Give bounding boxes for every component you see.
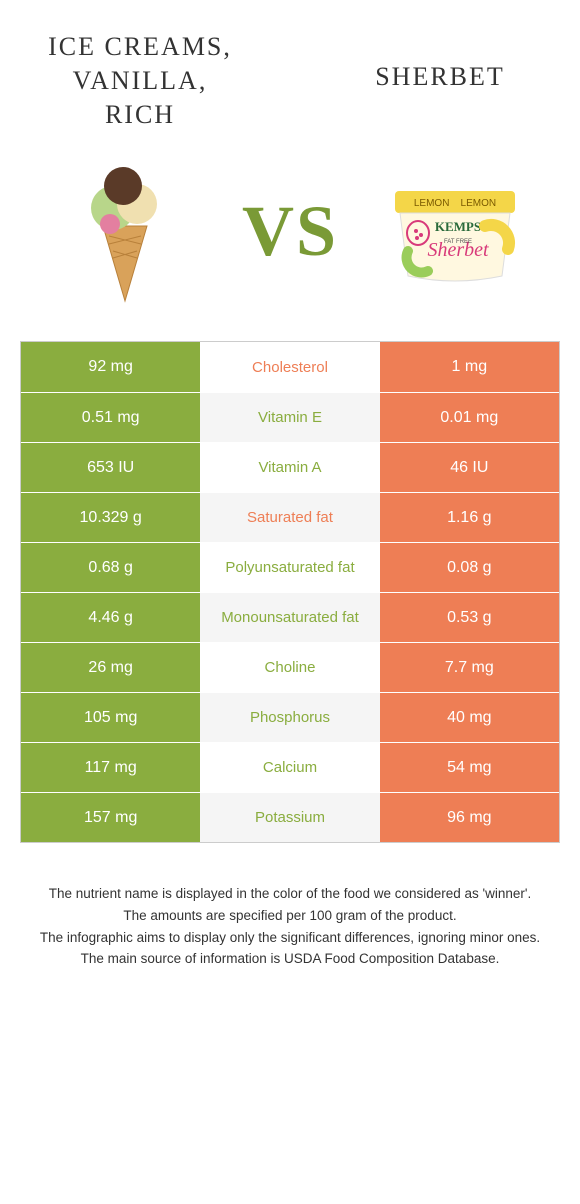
right-value: 1.16 g	[380, 493, 559, 542]
table-row: 105 mgPhosphorus40 mg	[21, 692, 559, 742]
right-value: 96 mg	[380, 793, 559, 842]
nutrient-name: Polyunsaturated fat	[200, 543, 379, 592]
right-value: 46 IU	[380, 443, 559, 492]
nutrient-name: Vitamin E	[200, 393, 379, 442]
title-left: Ice creams, vanilla, rich	[40, 30, 240, 131]
nutrient-name: Vitamin A	[200, 443, 379, 492]
right-value: 0.53 g	[380, 593, 559, 642]
nutrient-name: Choline	[200, 643, 379, 692]
nutrient-name: Monounsaturated fat	[200, 593, 379, 642]
left-value: 117 mg	[21, 743, 200, 792]
nutrient-name: Potassium	[200, 793, 379, 842]
left-value: 10.329 g	[21, 493, 200, 542]
footer-line: The nutrient name is displayed in the co…	[20, 883, 560, 905]
table-row: 0.68 gPolyunsaturated fat0.08 g	[21, 542, 559, 592]
right-value: 1 mg	[380, 342, 559, 392]
left-value: 0.51 mg	[21, 393, 200, 442]
left-value: 105 mg	[21, 693, 200, 742]
table-row: 117 mgCalcium54 mg	[21, 742, 559, 792]
table-row: 653 IUVitamin A46 IU	[21, 442, 559, 492]
nutrient-name: Calcium	[200, 743, 379, 792]
header: Ice creams, vanilla, rich Sherbet	[0, 0, 580, 141]
right-value: 54 mg	[380, 743, 559, 792]
left-value: 26 mg	[21, 643, 200, 692]
svg-text:KEMPS: KEMPS	[435, 219, 481, 234]
table-row: 10.329 gSaturated fat1.16 g	[21, 492, 559, 542]
table-row: 4.46 gMonounsaturated fat0.53 g	[21, 592, 559, 642]
table-row: 26 mgCholine7.7 mg	[21, 642, 559, 692]
left-value: 653 IU	[21, 443, 200, 492]
title-right: Sherbet	[340, 30, 540, 94]
image-row: VS LEMON LEMON KEMPS Sherbet FAT FREE	[0, 141, 580, 341]
right-value: 40 mg	[380, 693, 559, 742]
left-value: 157 mg	[21, 793, 200, 842]
footer-line: The main source of information is USDA F…	[20, 948, 560, 970]
svg-text:LEMON LEMON: LEMON LEMON	[414, 198, 496, 209]
left-value: 92 mg	[21, 342, 200, 392]
right-value: 0.08 g	[380, 543, 559, 592]
right-value: 7.7 mg	[380, 643, 559, 692]
nutrient-name: Saturated fat	[200, 493, 379, 542]
footer-line: The amounts are specified per 100 gram o…	[20, 905, 560, 927]
left-value: 0.68 g	[21, 543, 200, 592]
svg-text:FAT FREE: FAT FREE	[444, 239, 472, 245]
footer-line: The infographic aims to display only the…	[20, 927, 560, 949]
table-row: 92 mgCholesterol1 mg	[21, 342, 559, 392]
nutrient-name: Cholesterol	[200, 342, 379, 392]
right-value: 0.01 mg	[380, 393, 559, 442]
footer-notes: The nutrient name is displayed in the co…	[0, 843, 580, 969]
left-value: 4.46 g	[21, 593, 200, 642]
sherbet-tub-icon: LEMON LEMON KEMPS Sherbet FAT FREE	[380, 156, 530, 306]
vs-label: VS	[242, 190, 338, 273]
comparison-table: 92 mgCholesterol1 mg0.51 mgVitamin E0.01…	[20, 341, 560, 843]
ice-cream-cone-icon	[50, 156, 200, 306]
table-row: 0.51 mgVitamin E0.01 mg	[21, 392, 559, 442]
table-row: 157 mgPotassium96 mg	[21, 792, 559, 842]
nutrient-name: Phosphorus	[200, 693, 379, 742]
